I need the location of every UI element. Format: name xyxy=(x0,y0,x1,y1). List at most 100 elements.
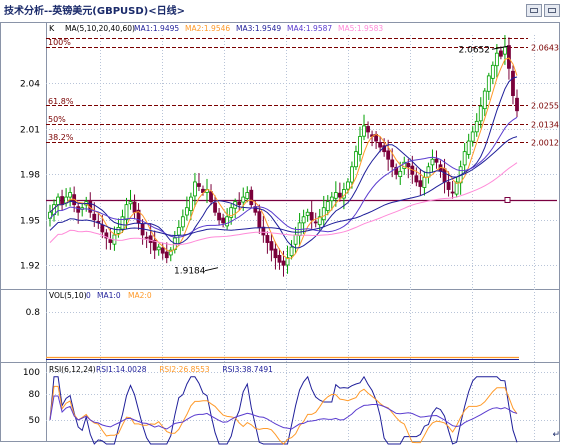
candle-body xyxy=(225,216,230,227)
candle-body xyxy=(213,202,217,213)
ma-line-40 xyxy=(49,136,518,237)
candle-body xyxy=(100,224,105,233)
candle-body xyxy=(156,246,161,251)
candle-body xyxy=(454,181,459,195)
candle-body xyxy=(148,235,153,243)
candle-body xyxy=(474,120,479,133)
candle-body xyxy=(358,136,362,155)
candle-body xyxy=(56,196,60,206)
candle-body xyxy=(515,97,519,112)
low-label: 1.9184 xyxy=(174,267,206,277)
candle-body xyxy=(140,223,145,236)
candle-body xyxy=(305,211,310,216)
candle-body xyxy=(197,183,201,187)
fib-price: 2.0134 xyxy=(531,121,559,130)
candle-body xyxy=(446,181,451,190)
candle-body xyxy=(494,52,499,67)
rsi-tick: 100 xyxy=(23,368,40,378)
vol-tick: 0.8 xyxy=(26,308,41,318)
candle-body xyxy=(378,141,383,148)
candle-body xyxy=(245,192,250,199)
rsi2-line xyxy=(49,385,518,445)
fib-label: 50% xyxy=(48,115,66,124)
candle-body xyxy=(511,70,515,96)
fib-label: 61.8% xyxy=(48,97,74,106)
candle-body xyxy=(386,150,391,160)
candle-body xyxy=(152,239,157,251)
candle-body xyxy=(350,166,354,183)
rsi-value-1: RSI1:14.0028 xyxy=(96,365,147,374)
candle-body xyxy=(237,201,242,206)
candle-body xyxy=(209,191,213,203)
candle-body xyxy=(498,50,503,57)
candle-body xyxy=(333,192,338,199)
candle-body xyxy=(92,213,97,221)
candle-body xyxy=(285,257,290,266)
vol-value-1: 0 xyxy=(86,291,91,300)
candle-body xyxy=(265,235,270,243)
y-tick-label: 1.95 xyxy=(20,217,40,227)
y-tick-label: 1.98 xyxy=(20,171,40,181)
candle-body xyxy=(313,221,318,224)
candle-body xyxy=(317,216,322,226)
candle-body xyxy=(168,249,173,256)
candle-body xyxy=(462,151,467,166)
candle-body xyxy=(390,159,395,168)
candle-body xyxy=(108,239,113,243)
candle-body xyxy=(221,217,226,224)
vol-value-2: MA1:0 xyxy=(97,291,121,300)
high-pointer xyxy=(491,45,509,50)
fib-label: 100% xyxy=(48,38,71,47)
ma-line-10 xyxy=(49,76,518,249)
candle-body xyxy=(366,126,370,133)
candle-body xyxy=(124,204,129,220)
candle-body xyxy=(426,166,431,178)
candle-body xyxy=(470,131,475,142)
ma-value-5: MA5:1.9583 xyxy=(338,24,383,33)
y-tick-label: 1.92 xyxy=(20,262,40,272)
low-pointer xyxy=(204,267,219,272)
candle-body xyxy=(325,201,330,211)
ma-line-60 xyxy=(49,162,518,246)
chart-frame xyxy=(0,22,560,442)
candle-body xyxy=(442,168,447,183)
maximize-button[interactable] xyxy=(544,4,560,17)
vol-params: VOL(5,10) xyxy=(49,291,87,300)
candle-body xyxy=(128,201,133,205)
ma-line-5 xyxy=(49,57,518,260)
restore-button[interactable] xyxy=(526,4,542,17)
candle-body xyxy=(60,196,64,206)
ma-value-3: MA3:1.9549 xyxy=(236,24,281,33)
candle-body xyxy=(402,161,407,169)
candle-body xyxy=(398,170,403,177)
ma-value-1: MA1:1.9495 xyxy=(134,24,179,33)
rsi-tick: 50 xyxy=(29,416,41,426)
candle-body xyxy=(261,226,266,236)
candle-body xyxy=(430,158,435,166)
vol-value-3: MA2:0 xyxy=(128,291,152,300)
rsi-params: RSI(6,12,24) xyxy=(49,365,96,374)
candle-body xyxy=(362,125,366,137)
candle-body xyxy=(321,207,326,221)
rsi-value-3: RSI3:38.7491 xyxy=(222,365,273,374)
candle-body xyxy=(132,201,137,213)
high-label: 2.0652 xyxy=(459,45,491,55)
candle-body xyxy=(120,216,125,230)
k-label: K xyxy=(49,24,55,33)
candles xyxy=(48,35,519,277)
candle-body xyxy=(507,45,511,69)
fib-price: 2.0643 xyxy=(531,44,559,53)
candle-body xyxy=(164,251,169,259)
candle-body xyxy=(503,46,507,55)
candle-body xyxy=(293,234,298,245)
candle-body xyxy=(104,232,109,239)
candle-body xyxy=(281,260,286,266)
ma-params: MA(5,10,20,40,60) xyxy=(65,24,135,33)
candle-body xyxy=(189,196,193,211)
y-tick-label: 2.04 xyxy=(20,80,40,90)
fib-price: 2.0012 xyxy=(531,139,559,148)
y-tick-label: 2.01 xyxy=(20,126,40,136)
ma-line-20 xyxy=(49,116,518,238)
candle-body xyxy=(116,227,121,234)
